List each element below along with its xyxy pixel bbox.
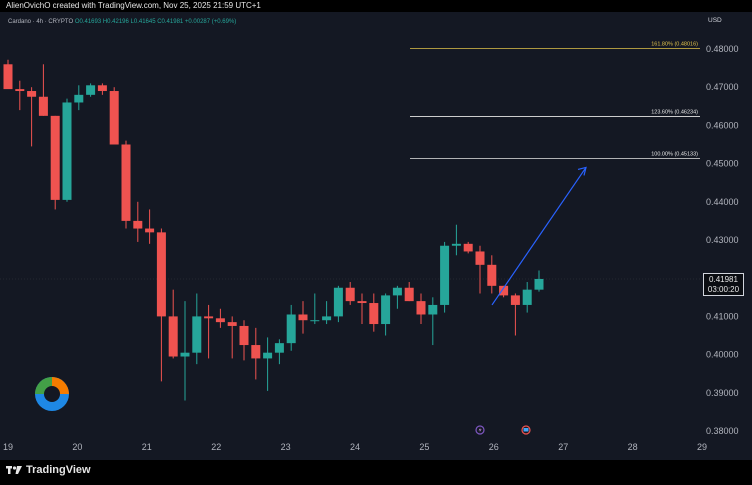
- candle-body: [38, 96, 48, 116]
- candle-body: [227, 322, 237, 326]
- candle-body: [416, 301, 426, 315]
- candle-body: [298, 314, 308, 321]
- candle-body: [510, 295, 520, 305]
- price-tick-label: 0.47000: [706, 82, 739, 92]
- tradingview-logo-icon: [6, 466, 22, 474]
- candle-body: [499, 285, 509, 296]
- candle-body: [463, 243, 473, 252]
- price-tick-label: 0.41000: [706, 311, 739, 321]
- brand-name: TradingView: [26, 464, 91, 476]
- price-tick-label: 0.40000: [706, 350, 739, 360]
- chart-area[interactable]: [0, 12, 752, 460]
- candle-body: [310, 320, 320, 322]
- candle-body: [192, 316, 202, 353]
- candle-body: [62, 102, 72, 200]
- time-tick-label: 26: [489, 442, 499, 452]
- time-tick-label: 19: [3, 442, 13, 452]
- fib-level-label: 161.80% (0.48016): [651, 41, 698, 47]
- projection-arrow-line: [491, 167, 587, 306]
- candle-body: [428, 304, 438, 315]
- currency-label[interactable]: USD: [708, 17, 722, 24]
- candle-body: [369, 303, 379, 325]
- candle-body: [440, 245, 450, 305]
- time-axis[interactable]: 19 20 21 22 23 24 25 26 27 28 29: [3, 442, 707, 452]
- candle-body: [381, 295, 391, 325]
- candle-body: [109, 91, 119, 145]
- time-tick-label: 28: [628, 442, 638, 452]
- fib-level-label: 123.60% (0.46234): [651, 109, 698, 115]
- price-tick-label: 0.39000: [706, 388, 739, 398]
- footer-bar: [0, 460, 752, 485]
- fibonacci-logo-icon: [35, 377, 69, 411]
- candle-body: [522, 289, 532, 305]
- price-tick-label: 0.38000: [706, 426, 739, 436]
- candle-body: [133, 220, 143, 229]
- time-tick-label: 27: [558, 442, 568, 452]
- price-tick-label: 0.45000: [706, 159, 739, 169]
- candle-body: [121, 144, 131, 221]
- price-axis[interactable]: 0.48000 0.47000 0.46000 0.45000 0.44000 0.430…: [706, 44, 739, 436]
- candle-body: [263, 352, 273, 359]
- candle-body: [322, 316, 332, 321]
- candle-body: [204, 316, 214, 319]
- time-tick-label: 20: [72, 442, 82, 452]
- candle-body: [156, 232, 166, 317]
- header-bar: AlienOvichO created with TradingView.com…: [0, 0, 752, 12]
- candle-body: [86, 85, 96, 95]
- flag-glyph: [523, 428, 529, 432]
- candle-body: [274, 343, 284, 353]
- candle-body: [404, 287, 414, 302]
- price-chart[interactable]: 161.80% (0.48016) 123.60% (0.46234) 100.00…: [0, 0, 752, 460]
- tradingview-brand[interactable]: TradingView: [6, 464, 91, 476]
- time-tick-label: 24: [350, 442, 360, 452]
- price-tick-label: 0.46000: [706, 120, 739, 130]
- time-tick-label: 25: [419, 442, 429, 452]
- time-tick-label: 21: [142, 442, 152, 452]
- candle-body: [345, 287, 355, 302]
- projection-arrow[interactable]: [491, 166, 587, 306]
- projection-arrow-head: [577, 166, 587, 176]
- candle-body: [3, 64, 13, 90]
- bar-countdown: 03:00:20: [707, 285, 740, 294]
- ohlc-values: O0.41693 H0.42196 L0.41645 C0.41981 +0.0…: [74, 19, 237, 25]
- time-tick-label: 23: [281, 442, 291, 452]
- time-tick-label: 29: [697, 442, 707, 452]
- candle-body: [168, 316, 178, 357]
- candle-body: [215, 318, 225, 323]
- created-by-text: AlienOvichO created with TradingView.com…: [6, 1, 261, 10]
- candle-body: [74, 94, 84, 103]
- event-markers[interactable]: [475, 425, 531, 435]
- candle-body: [392, 287, 402, 296]
- candle-body: [286, 314, 296, 344]
- price-tick-label: 0.43000: [706, 235, 739, 245]
- fib-level-label: 100.00% (0.45133): [651, 152, 698, 158]
- candle-body: [27, 91, 37, 97]
- candle-body: [180, 352, 190, 357]
- symbol-legend[interactable]: Cardano · 4h · CRYPTO O0.41693 H0.42196 …: [8, 19, 236, 25]
- candle-body: [534, 278, 544, 290]
- candle-body: [251, 345, 261, 359]
- candles: [3, 59, 544, 401]
- price-tick-label: 0.44000: [706, 197, 739, 207]
- candle-body: [487, 264, 497, 286]
- price-tick-label: 0.48000: [706, 44, 739, 54]
- candle-body: [15, 89, 25, 92]
- candle-body: [97, 85, 107, 92]
- last-price-value: 0.41981: [709, 275, 738, 284]
- candle-body: [239, 325, 249, 346]
- candle-body: [50, 115, 60, 200]
- candle-body: [333, 287, 343, 317]
- candle-body: [145, 228, 155, 233]
- time-tick-label: 22: [211, 442, 221, 452]
- candle-body: [475, 251, 485, 265]
- symbol-name[interactable]: Cardano · 4h · CRYPTO: [8, 19, 74, 25]
- last-price-tag: 0.41981 03:00:20: [703, 273, 744, 296]
- fibonacci-levels: 161.80% (0.48016) 123.60% (0.46234) 100.00…: [410, 41, 700, 159]
- lightning-glyph: [478, 427, 482, 433]
- candle-body: [357, 301, 367, 304]
- candle-body: [451, 243, 461, 246]
